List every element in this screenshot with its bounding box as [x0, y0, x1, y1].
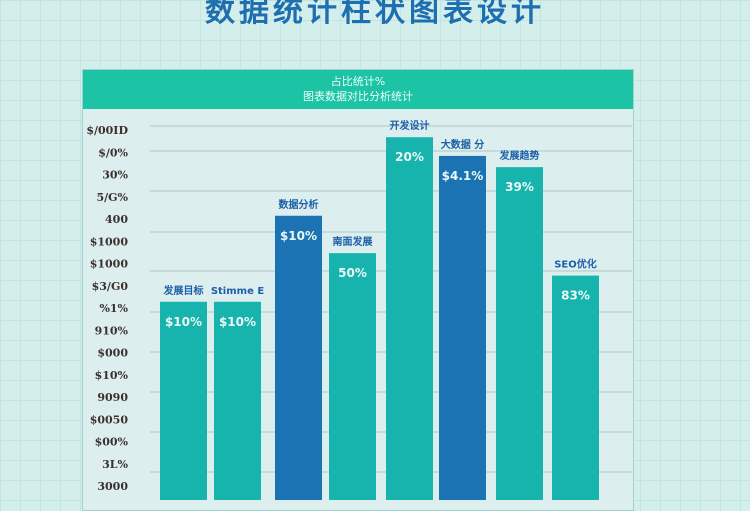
value-label: 39%	[505, 180, 534, 194]
value-label: $4.1%	[442, 169, 484, 183]
y-tick-label: $0050	[90, 413, 129, 426]
category-label: 发展目标	[163, 284, 204, 297]
bar	[329, 253, 376, 500]
y-tick-label: 3000	[97, 480, 128, 493]
bar	[552, 275, 599, 500]
y-tick-label: $00%	[95, 436, 129, 449]
value-label: 20%	[395, 150, 424, 164]
y-tick-label: 30%	[102, 169, 128, 182]
value-label: 83%	[561, 289, 590, 303]
chart-header: 占比统计% 图表数据对比分析统计	[83, 70, 633, 109]
y-tick-label: $000	[97, 347, 128, 360]
y-tick-label: 910%	[95, 324, 129, 337]
chart-title: 占比统计%	[330, 75, 386, 88]
value-label: $10%	[165, 315, 202, 329]
value-label: $10%	[280, 229, 317, 243]
category-label: 发展趋势	[499, 149, 540, 162]
category-label: Stimme E	[211, 286, 265, 297]
y-tick-label: $10%	[95, 369, 129, 382]
y-tick-label: %1%	[99, 302, 128, 315]
bar	[160, 301, 207, 500]
page-title: 数据统计柱状图表设计	[205, 0, 545, 29]
bar	[275, 215, 322, 500]
y-tick-label: $/0%	[98, 146, 128, 159]
chart-subtitle: 图表数据对比分析统计	[303, 90, 413, 103]
category-label: 大数据 分	[441, 138, 484, 151]
y-tick-label: $1000	[90, 235, 129, 248]
category-label: 数据分析	[279, 198, 319, 211]
bar	[439, 155, 486, 500]
bar-chart: $/00ID $/0% 30% 5/G% 400 $1000 $1000 $3/G0 %1% 91…	[86, 119, 632, 500]
category-label: 开发设计	[390, 119, 430, 132]
category-label: SEO优化	[554, 258, 597, 271]
y-tick-label: 9090	[97, 391, 128, 404]
category-label: 南面发展	[333, 235, 373, 248]
value-label: 50%	[338, 266, 367, 280]
bar	[496, 167, 543, 500]
y-tick-label: 5/G%	[96, 191, 128, 204]
y-tick-label: $/00ID	[86, 124, 128, 137]
y-tick-label: 400	[105, 213, 128, 226]
y-tick-label: $3/G0	[92, 280, 129, 293]
y-tick-label: 3L%	[102, 458, 128, 471]
value-label: $10%	[219, 315, 256, 329]
bar	[386, 137, 433, 500]
bar	[214, 301, 261, 500]
y-tick-label: $1000	[90, 258, 129, 271]
